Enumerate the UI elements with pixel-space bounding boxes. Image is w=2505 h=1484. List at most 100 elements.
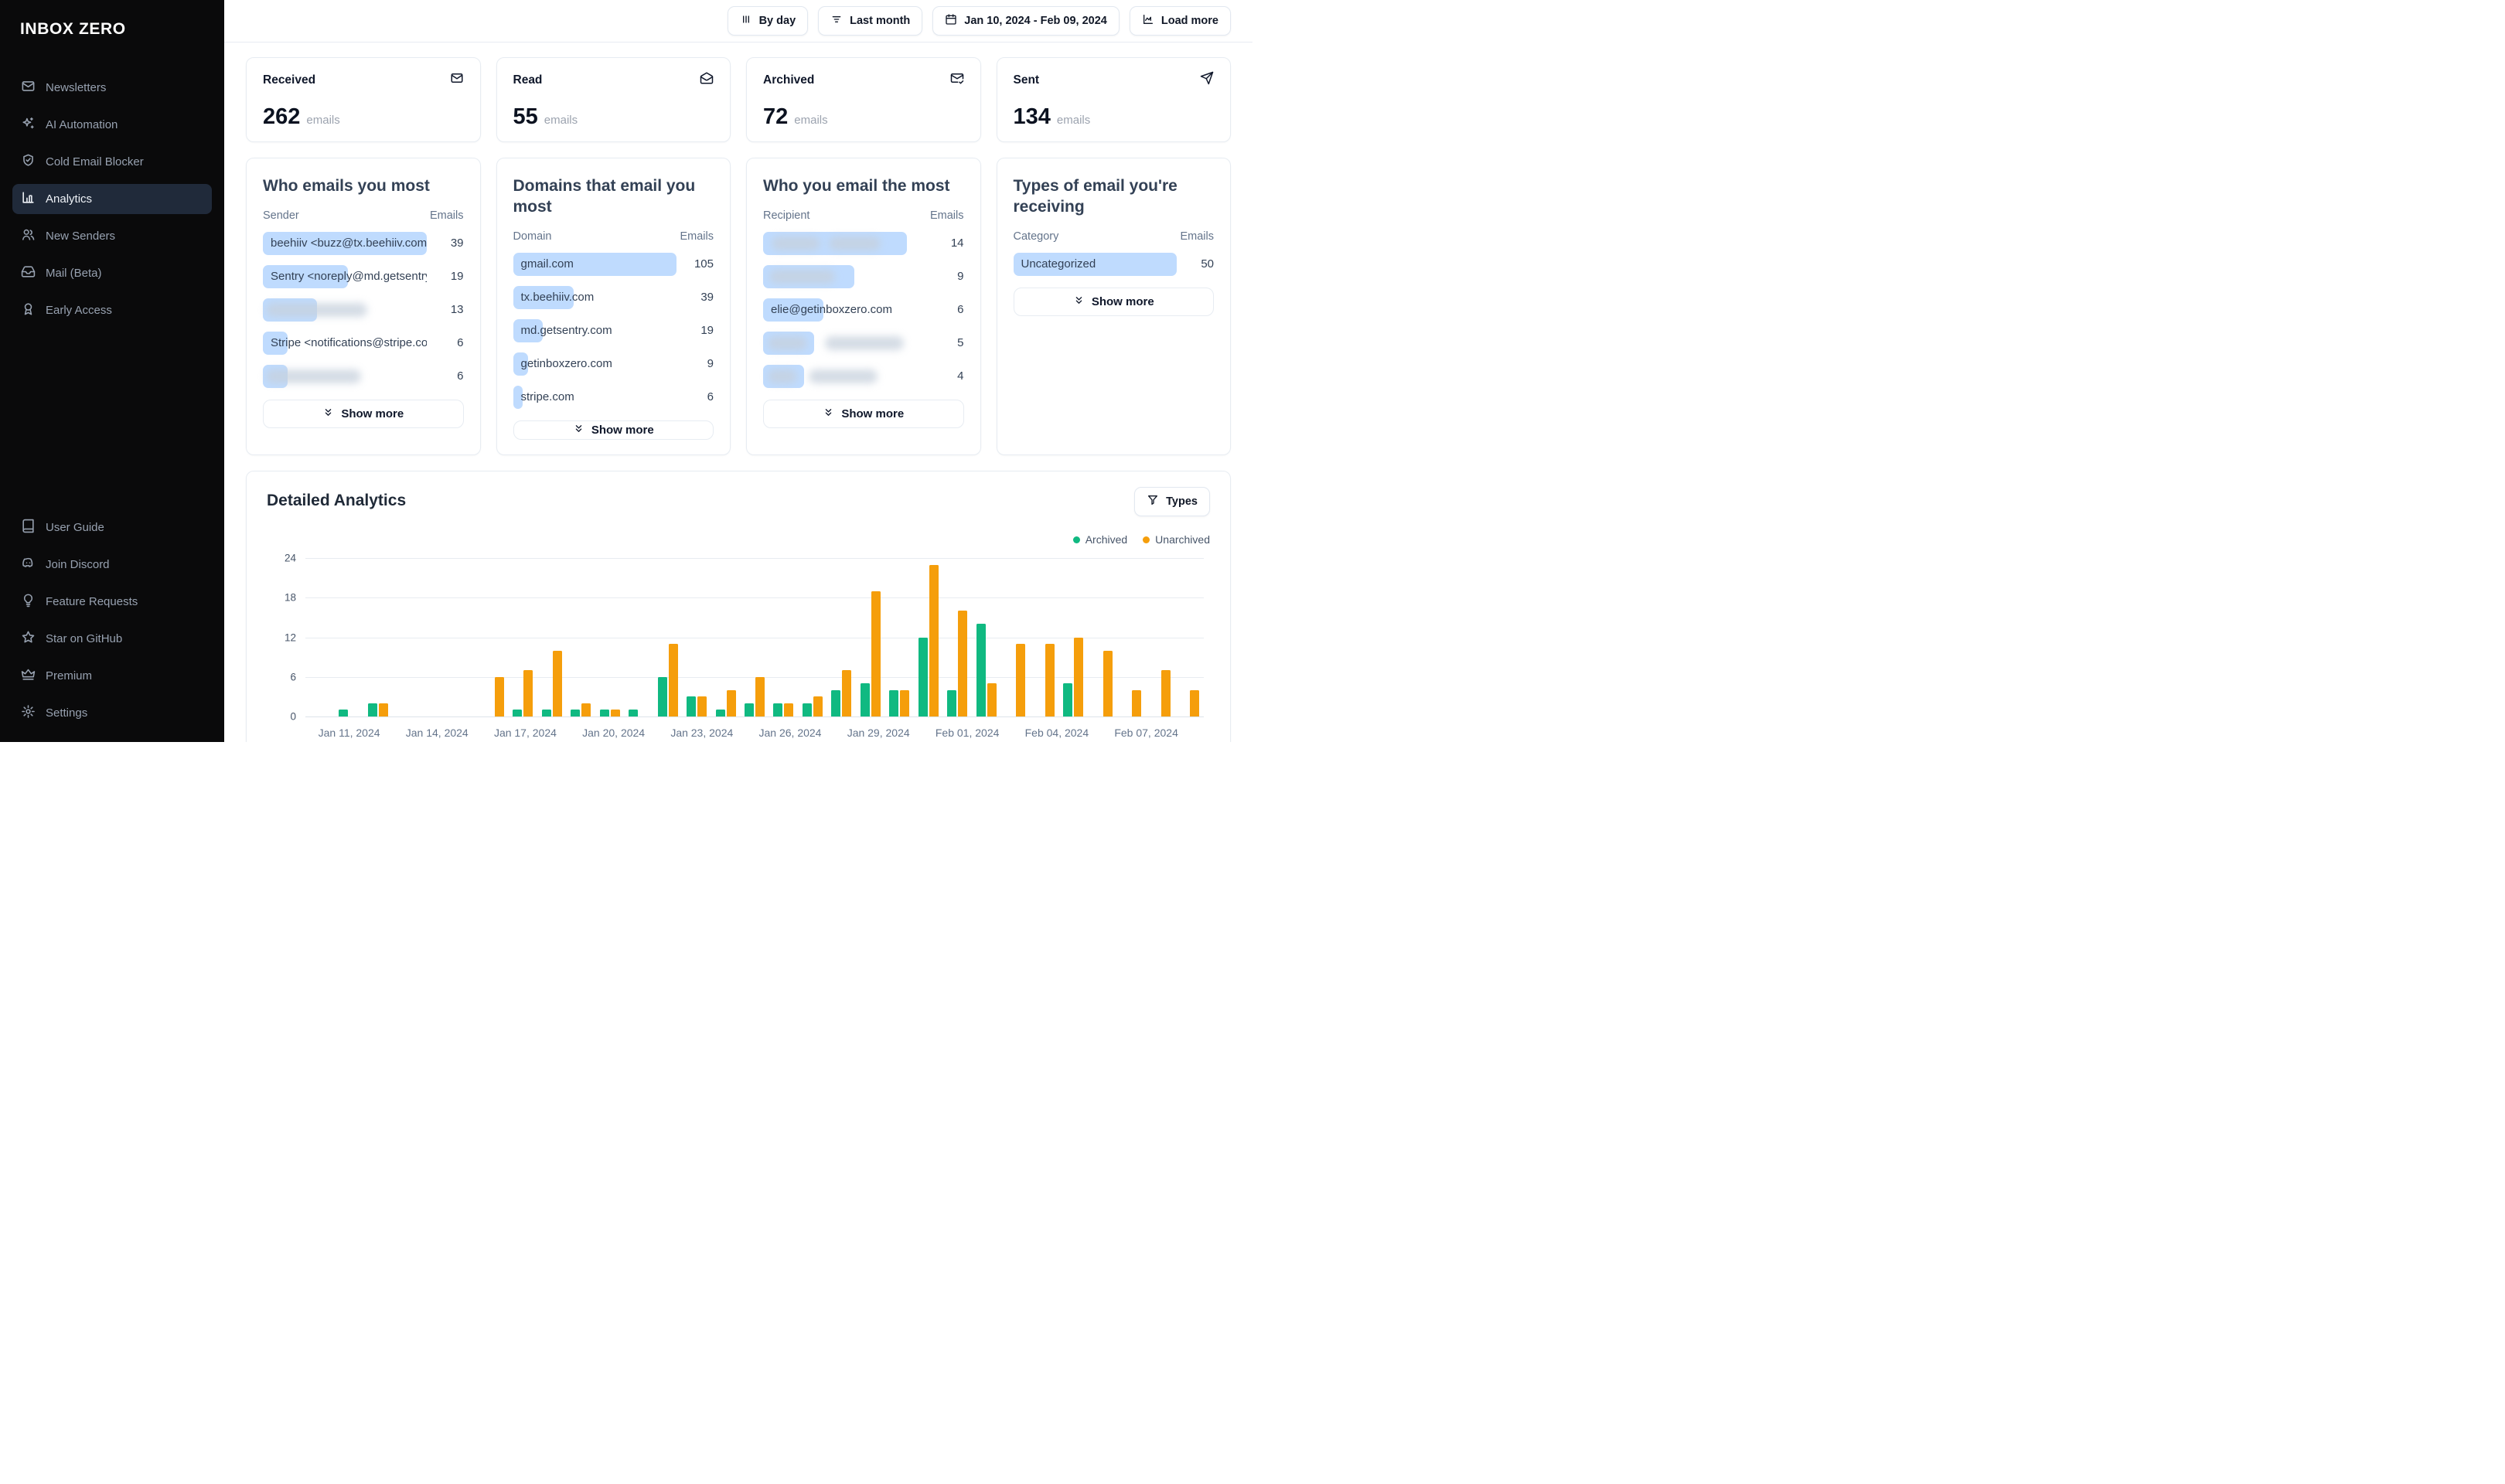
row-bar-track (263, 298, 427, 322)
x-axis-tick (922, 727, 936, 739)
stat-value: 72 (763, 104, 789, 129)
bar-group (740, 558, 769, 716)
unarchived-bar (784, 703, 794, 716)
show-more-button[interactable]: Show more (513, 420, 714, 440)
app-root: INBOX ZERO Newsletters AI Automation Col… (0, 0, 1252, 742)
sidebar-item-ai-automation[interactable]: AI Automation (12, 110, 212, 140)
bar-group (827, 558, 856, 716)
sidebar-item-user-guide[interactable]: User Guide (12, 512, 212, 543)
by-day-button[interactable]: By day (727, 6, 809, 36)
load-more-button[interactable]: Load more (1129, 6, 1231, 36)
bar-group (856, 558, 884, 716)
legend-item-unarchived: Unarchived (1143, 533, 1210, 546)
sidebar-item-label: Feature Requests (46, 595, 138, 608)
last-month-button[interactable]: Last month (818, 6, 923, 36)
show-more-button[interactable]: Show more (1013, 287, 1214, 316)
show-more-label: Show more (341, 407, 404, 420)
row-label: beehiiv <buzz@tx.beehiiv.com> (271, 236, 427, 250)
bar-chart-icon (21, 190, 36, 208)
archived-bar (339, 710, 349, 716)
funnel-icon (1147, 494, 1159, 509)
sidebar-item-cold-email-blocker[interactable]: Cold Email Blocker (12, 147, 212, 177)
sidebar-item-new-senders[interactable]: New Senders (12, 221, 212, 251)
sidebar-item-label: AI Automation (46, 118, 118, 131)
row-value: 39 (450, 237, 464, 250)
sidebar-item-star-on-github[interactable]: Star on GitHub (12, 624, 212, 654)
blurred-text (828, 236, 881, 250)
row-bar (513, 318, 543, 342)
bar-group (421, 558, 450, 716)
filter-lines-icon (830, 13, 843, 29)
sidebar-item-analytics[interactable]: Analytics (12, 184, 212, 214)
row-value: 4 (957, 369, 964, 383)
table-row: getinboxzero.com 9 (513, 352, 714, 376)
bar-group (885, 558, 914, 716)
table-row: 5 (763, 331, 964, 355)
column-header-right: Emails (429, 209, 464, 222)
unarchived-bar (1103, 650, 1113, 716)
column-header-left: Category (1013, 230, 1059, 243)
x-axis-tick: Jan 20, 2024 (582, 727, 646, 739)
legend-dot-icon (1143, 536, 1150, 543)
sidebar-item-label: Cold Email Blocker (46, 155, 144, 168)
sidebar-item-premium[interactable]: Premium (12, 661, 212, 691)
panel-title: Who you email the most (763, 177, 950, 195)
blurred-text (768, 335, 808, 350)
sidebar-item-settings[interactable]: Settings (12, 698, 212, 728)
unarchived-bar (958, 611, 968, 716)
row-value: 6 (457, 336, 464, 350)
archived-bar (745, 703, 754, 716)
bar-group (769, 558, 798, 716)
stat-value: 134 (1013, 104, 1051, 129)
x-axis-tick (305, 727, 319, 739)
chevrons-down-icon (823, 407, 834, 421)
toolbar-button-label: Last month (850, 15, 911, 27)
types-filter-button[interactable]: Types (1134, 487, 1210, 516)
unarchived-bar (697, 696, 707, 716)
x-axis-tick (733, 727, 746, 739)
bar-group (711, 558, 740, 716)
calendar-icon (945, 13, 957, 29)
mail-check-icon (950, 71, 964, 89)
row-bar-track: stripe.com (513, 385, 677, 409)
sidebar-item-newsletters[interactable]: Newsletters (12, 73, 212, 103)
bar-group (972, 558, 1000, 716)
unarchived-bar (668, 644, 678, 716)
unarchived-bar (610, 710, 620, 716)
x-axis-tick: Feb 04, 2024 (1024, 727, 1089, 739)
sidebar-item-join-discord[interactable]: Join Discord (12, 550, 212, 580)
row-value: 19 (700, 324, 714, 338)
unarchived-bar (1074, 637, 1084, 716)
x-axis-tick: Jan 11, 2024 (318, 727, 380, 739)
detailed-analytics-header: Detailed Analytics Types (267, 487, 1210, 516)
archived-bar (918, 637, 928, 716)
row-label: getinboxzero.com (520, 356, 612, 370)
panel-title: Who emails you most (263, 177, 430, 195)
stat-unit: emails (794, 114, 828, 127)
show-more-button[interactable]: Show more (763, 399, 964, 428)
archived-bar (571, 710, 581, 716)
stat-unit: emails (544, 114, 578, 127)
x-axis-tick (1178, 727, 1191, 739)
show-more-button[interactable]: Show more (263, 399, 464, 428)
main-area: By day Last month Jan 10, 2024 - Feb 09,… (224, 0, 1252, 742)
sidebar-item-mail-beta[interactable]: Mail (Beta) (12, 258, 212, 288)
y-axis-tick: 12 (284, 631, 296, 643)
archived-bar (629, 710, 639, 716)
jan-10-2024-feb-09-2024-button[interactable]: Jan 10, 2024 - Feb 09, 2024 (932, 6, 1120, 36)
blurred-text (266, 369, 361, 383)
table-row: stripe.com 6 (513, 385, 714, 409)
sidebar-item-label: Analytics (46, 192, 93, 206)
column-header-left: Sender (263, 209, 299, 222)
table-row: Stripe <notifications@stripe.co... 6 (263, 331, 464, 355)
sidebar-item-early-access[interactable]: Early Access (12, 295, 212, 325)
unarchived-bar (1160, 670, 1171, 716)
sidebar-item-feature-requests[interactable]: Feature Requests (12, 587, 212, 617)
panel-title: Domains that email you most (513, 177, 696, 216)
archived-bar (687, 696, 697, 716)
x-axis-tick: Jan 29, 2024 (847, 727, 910, 739)
panel-types-of-email-you-re-receiving: Types of email you're receiving Category… (996, 158, 1231, 455)
bar-group (798, 558, 826, 716)
table-row: Sentry <noreply@md.getsentry.... 19 (263, 264, 464, 288)
stat-value: 262 (263, 104, 301, 129)
